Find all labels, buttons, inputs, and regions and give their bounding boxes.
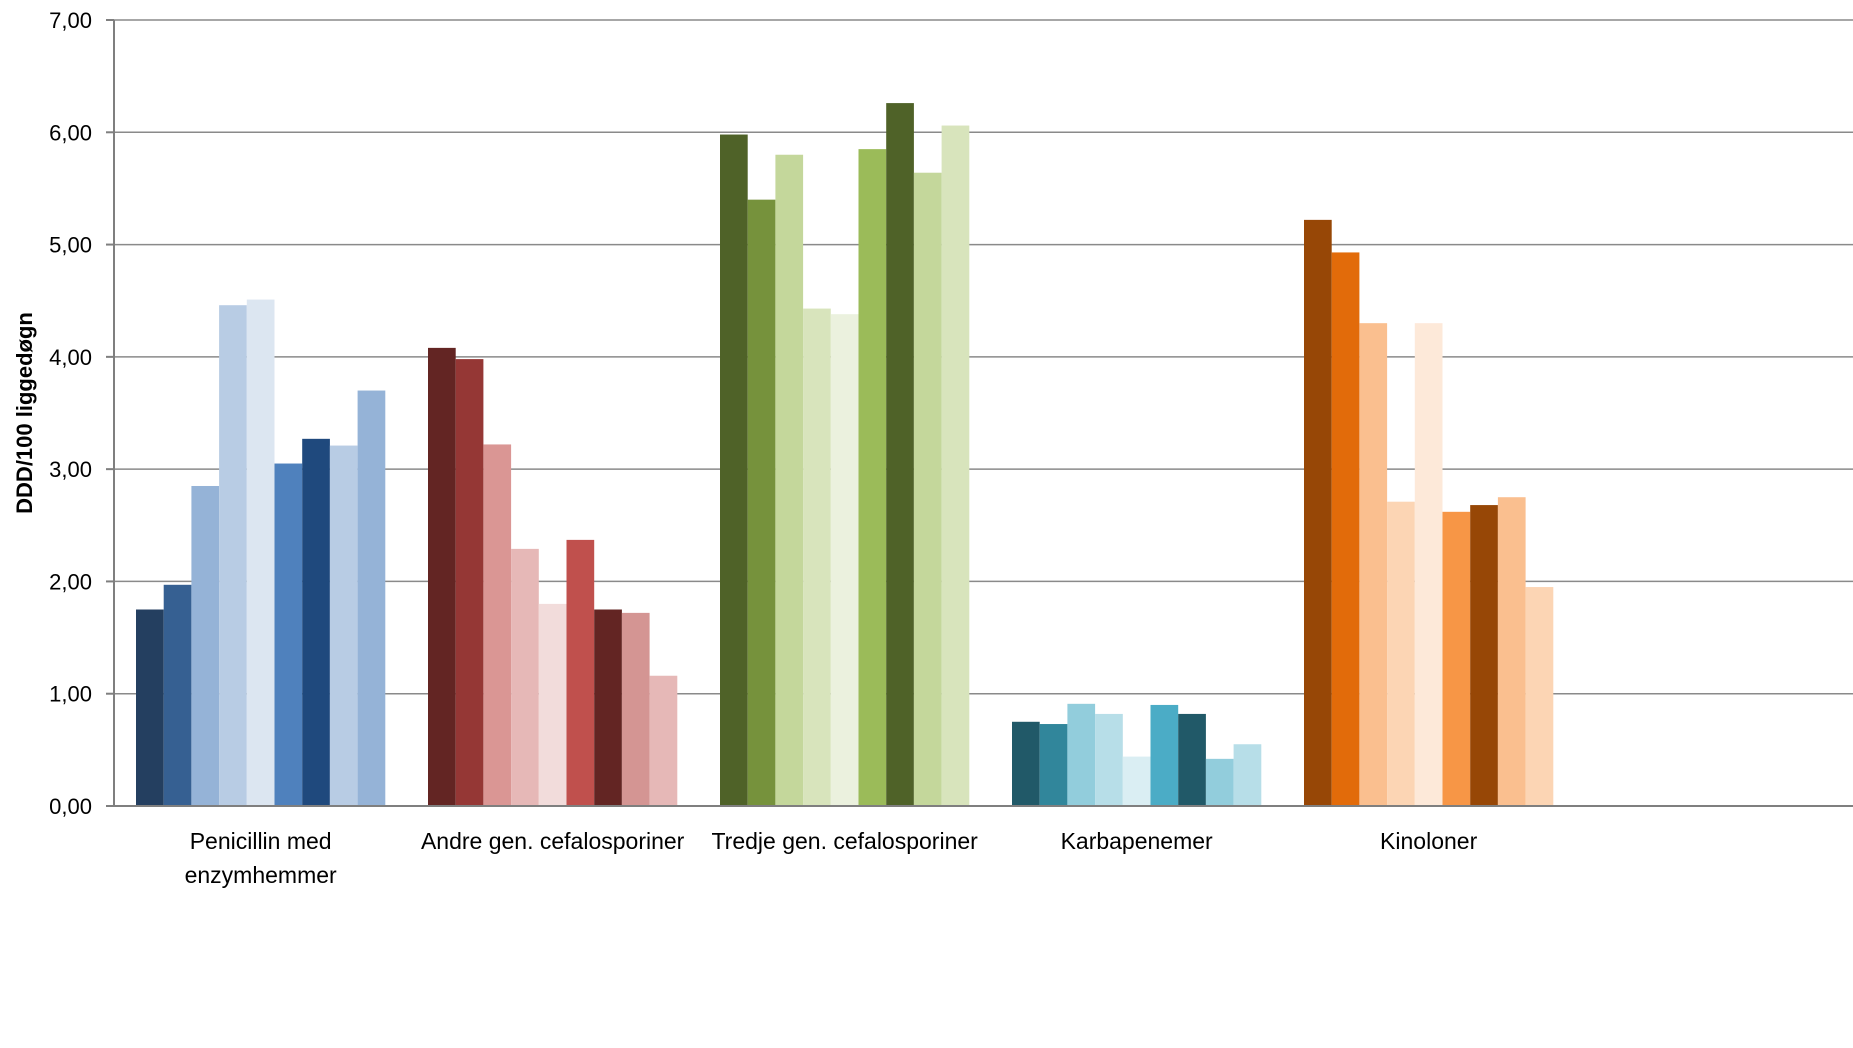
bar bbox=[941, 125, 970, 806]
y-axis-ticks: 0,00 1,00 2,00 3,00 4,00 5,00 6,00 7,00 bbox=[49, 8, 92, 819]
bar bbox=[1039, 724, 1068, 806]
bar bbox=[913, 172, 942, 807]
bar bbox=[357, 390, 386, 806]
y-axis-label: DDD/100 liggedøgn bbox=[12, 312, 37, 514]
bar bbox=[1470, 505, 1498, 806]
bar bbox=[1067, 703, 1096, 806]
bar bbox=[1331, 252, 1360, 807]
bar bbox=[1387, 501, 1415, 806]
bar bbox=[1095, 713, 1123, 806]
bar bbox=[1497, 497, 1526, 806]
bar bbox=[649, 675, 678, 806]
axes bbox=[106, 19, 1853, 807]
y-tick-label: 6,00 bbox=[49, 120, 92, 145]
bar bbox=[163, 584, 192, 806]
bar bbox=[566, 539, 595, 806]
bar bbox=[803, 308, 831, 806]
bar bbox=[302, 438, 330, 806]
bar bbox=[594, 609, 622, 806]
bar bbox=[274, 463, 303, 806]
bar bbox=[1414, 323, 1443, 806]
bar bbox=[246, 299, 275, 806]
bar bbox=[538, 603, 567, 806]
bar bbox=[329, 445, 358, 806]
x-category-label: Tredje gen. cefalosporiner bbox=[711, 828, 978, 854]
bar bbox=[483, 444, 512, 806]
y-tick-label: 2,00 bbox=[49, 569, 92, 594]
bar bbox=[1233, 744, 1262, 806]
bar bbox=[1359, 323, 1388, 806]
x-axis-categories: Penicillin med enzymhemmer Andre gen. cefa… bbox=[185, 828, 1478, 888]
bar bbox=[1525, 587, 1554, 806]
bar bbox=[136, 609, 164, 806]
bar bbox=[747, 199, 776, 806]
x-category-label: enzymhemmer bbox=[185, 862, 337, 888]
bar bbox=[1442, 511, 1471, 806]
bar bbox=[1205, 758, 1234, 806]
bar bbox=[1012, 721, 1040, 806]
y-tick-label: 4,00 bbox=[49, 345, 92, 370]
bar bbox=[621, 612, 650, 806]
bar bbox=[219, 305, 247, 806]
x-category-label: Penicillin med bbox=[190, 828, 332, 854]
bar bbox=[858, 149, 887, 807]
bar bbox=[428, 347, 456, 806]
x-category-label: Andre gen. cefalosporiner bbox=[421, 828, 685, 854]
bar bbox=[191, 485, 220, 806]
x-category-label: Karbapenemer bbox=[1061, 828, 1213, 854]
y-tick-label: 7,00 bbox=[49, 8, 92, 33]
bar bbox=[1304, 219, 1332, 806]
y-tick-label: 1,00 bbox=[49, 682, 92, 707]
bar bbox=[1178, 713, 1206, 806]
bar bbox=[1150, 704, 1179, 806]
y-tick-label: 5,00 bbox=[49, 233, 92, 258]
bar bbox=[775, 154, 804, 806]
bar bbox=[1122, 756, 1151, 806]
bars bbox=[136, 103, 1554, 807]
x-category-label: Kinoloner bbox=[1380, 828, 1478, 854]
bar bbox=[455, 359, 484, 806]
y-tick-label: 0,00 bbox=[49, 794, 92, 819]
bar bbox=[830, 314, 859, 806]
gridlines bbox=[114, 19, 1853, 695]
bar bbox=[720, 134, 748, 806]
bar bbox=[511, 548, 539, 806]
y-tick-label: 3,00 bbox=[49, 457, 92, 482]
bar bbox=[886, 103, 914, 806]
